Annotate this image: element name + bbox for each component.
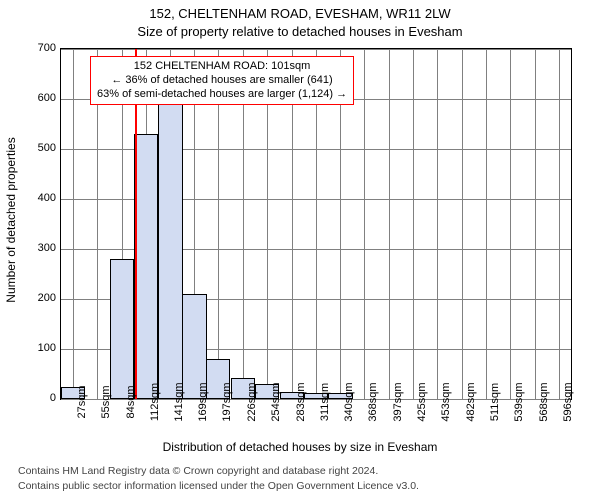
x-tick-label: 482sqm (465, 382, 477, 421)
x-tick-label: 368sqm (367, 382, 379, 421)
x-tick-label: 596sqm (562, 382, 574, 421)
grid-line-vertical (73, 49, 74, 399)
title-line-2: Size of property relative to detached ho… (0, 24, 600, 39)
y-tick-label: 400 (16, 192, 56, 204)
x-tick-label: 112sqm (149, 383, 161, 421)
x-tick-label: 425sqm (416, 382, 428, 421)
x-tick-label: 568sqm (538, 382, 550, 421)
x-tick-label: 55sqm (100, 385, 112, 418)
x-axis-label: Distribution of detached houses by size … (0, 440, 600, 454)
x-tick-label: 169sqm (197, 382, 209, 421)
x-tick-label: 511sqm (489, 383, 501, 421)
y-tick-label: 500 (16, 142, 56, 154)
annotation-line-3: 63% of semi-detached houses are larger (… (97, 88, 347, 102)
grid-line-vertical (389, 49, 390, 399)
x-tick-label: 340sqm (343, 382, 355, 421)
x-tick-label: 453sqm (440, 382, 452, 421)
y-tick-label: 100 (16, 342, 56, 354)
grid-line-vertical (364, 49, 365, 399)
footer-line-1: Contains HM Land Registry data © Crown c… (18, 465, 378, 477)
grid-line-vertical (486, 49, 487, 399)
grid-line-vertical (535, 49, 536, 399)
annotation-line-2: ← 36% of detached houses are smaller (64… (97, 74, 347, 88)
chart-container: 152, CHELTENHAM ROAD, EVESHAM, WR11 2LW … (0, 0, 600, 500)
x-tick-label: 226sqm (246, 382, 258, 421)
x-tick-label: 84sqm (125, 385, 137, 418)
title-line-1: 152, CHELTENHAM ROAD, EVESHAM, WR11 2LW (0, 6, 600, 21)
grid-line-vertical (559, 49, 560, 399)
x-tick-label: 539sqm (513, 382, 525, 421)
y-tick-label: 200 (16, 292, 56, 304)
y-tick-label: 300 (16, 242, 56, 254)
grid-line-vertical (413, 49, 414, 399)
y-tick-label: 700 (16, 42, 56, 54)
x-tick-label: 27sqm (76, 385, 88, 418)
annotation-line-1: 152 CHELTENHAM ROAD: 101sqm (97, 60, 347, 74)
y-tick-label: 600 (16, 92, 56, 104)
grid-line-vertical (437, 49, 438, 399)
grid-line-vertical (462, 49, 463, 399)
x-tick-label: 254sqm (270, 382, 282, 421)
footer-line-2: Contains public sector information licen… (18, 480, 419, 492)
x-tick-label: 397sqm (392, 382, 404, 421)
annotation-box: 152 CHELTENHAM ROAD: 101sqm ← 36% of det… (90, 56, 354, 105)
y-axis-label: Number of detached properties (4, 137, 18, 302)
histogram-bar (158, 99, 182, 399)
x-tick-label: 311sqm (319, 383, 331, 421)
histogram-bar (110, 259, 134, 399)
x-tick-label: 283sqm (295, 382, 307, 421)
grid-line-vertical (510, 49, 511, 399)
x-tick-label: 197sqm (221, 382, 233, 421)
y-tick-label: 0 (16, 392, 56, 404)
histogram-bar (134, 134, 158, 399)
x-tick-label: 141sqm (173, 382, 185, 421)
